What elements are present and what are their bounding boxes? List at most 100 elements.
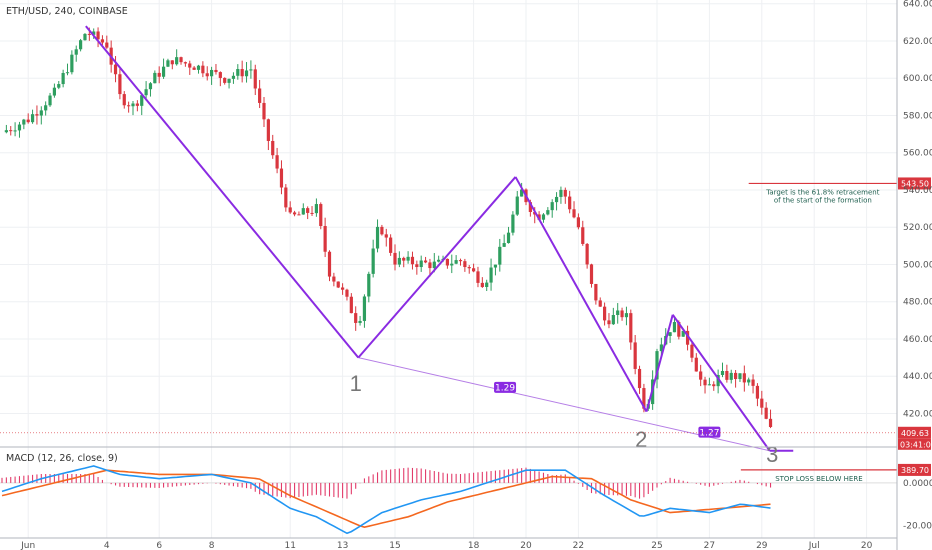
candle-body (642, 388, 646, 409)
candle-body (423, 260, 428, 263)
candle-body (629, 313, 633, 343)
grid (0, 0, 897, 538)
candle-body (685, 330, 690, 345)
candle-body (319, 204, 323, 227)
candle-body (764, 407, 768, 419)
candle-body (310, 212, 314, 214)
candle-body (271, 140, 275, 156)
candle-body (100, 39, 105, 43)
candle-body (371, 248, 375, 274)
candle-body (712, 384, 716, 387)
level-note: Target is the 61.8% retracement (765, 188, 880, 196)
candle-body (17, 124, 22, 131)
candle-body (26, 119, 30, 123)
candle-body (489, 267, 493, 283)
candle-body (620, 310, 624, 318)
candle-body (716, 374, 720, 387)
candle-body (87, 33, 91, 35)
time-tick-label: Jun (20, 541, 35, 550)
candle-body (135, 103, 139, 106)
candle-body (480, 282, 484, 287)
ratio-badge (698, 426, 721, 438)
candle-body (65, 72, 70, 74)
macd-pane (0, 465, 897, 535)
candle-body (179, 57, 183, 63)
candle-body (131, 103, 135, 107)
candle-body (275, 155, 279, 169)
time-tick-label: 6 (156, 541, 162, 550)
candle-body (314, 204, 318, 214)
candle-body (581, 227, 585, 244)
candle-body (113, 64, 118, 75)
candle-body (515, 196, 519, 215)
candle-body (598, 300, 602, 307)
candle-body (297, 214, 301, 216)
candle-body (738, 373, 742, 380)
candle-body (22, 119, 26, 125)
price-badge (898, 426, 931, 439)
candle-body (262, 102, 266, 120)
candle-body (166, 60, 170, 67)
candle-body (681, 330, 685, 337)
candle-body (502, 243, 506, 247)
candle-body (559, 189, 563, 197)
candle-body (157, 72, 161, 77)
macd-tick-label: -20.0000 (903, 521, 932, 531)
time-tick-label: 18 (468, 541, 480, 550)
candle-body (367, 273, 371, 297)
candle-body (227, 78, 231, 83)
candle-body (288, 207, 292, 213)
candle-body (358, 320, 362, 323)
pattern-line (357, 176, 517, 359)
candle-body (380, 226, 384, 235)
time-tick-label: 8 (209, 541, 215, 550)
candle-body (375, 226, 380, 249)
candle-body (244, 70, 249, 77)
candle-body (655, 351, 659, 380)
candle-body (236, 69, 240, 76)
candle-body (140, 95, 144, 106)
candle-body (742, 373, 746, 383)
candle-body (725, 370, 729, 380)
candle-body (332, 276, 336, 282)
candle-body (397, 257, 401, 265)
candle-body (690, 344, 694, 358)
price-tick-label: 560.00 (903, 149, 932, 159)
candle-body (231, 75, 236, 79)
candle-body (249, 69, 253, 71)
candle-body (445, 258, 449, 266)
candle-body (637, 368, 642, 389)
candle-body (336, 281, 340, 288)
pattern-line (85, 25, 360, 359)
time-tick-label: 22 (573, 541, 584, 550)
candle-body (362, 296, 367, 321)
candle-body (13, 130, 17, 132)
candle-body (594, 283, 598, 301)
price-badge-label: 543.50 (901, 179, 929, 188)
candle-body (170, 60, 174, 65)
candle-body (393, 252, 397, 265)
pattern-line (671, 314, 771, 452)
candle-body (35, 114, 39, 116)
candle-body (196, 65, 201, 70)
candle-body (9, 130, 13, 132)
time-tick-label: 27 (704, 541, 715, 550)
candle-body (188, 63, 192, 68)
candle-body (175, 57, 179, 65)
candle-body (79, 40, 83, 50)
candle-body (616, 310, 620, 316)
candle-body (576, 217, 580, 228)
candle-body (520, 189, 524, 197)
candle-body (4, 130, 8, 133)
candle-body (506, 232, 511, 244)
candle-body (406, 256, 410, 261)
candle-body (668, 332, 672, 336)
candle-body (467, 267, 471, 269)
candle-body (384, 234, 388, 238)
candle-body (734, 372, 738, 380)
candle-body (589, 264, 594, 284)
candle-body (607, 320, 611, 325)
candle-body (410, 256, 415, 265)
level-note: STOP LOSS BELOW HERE (775, 475, 862, 483)
